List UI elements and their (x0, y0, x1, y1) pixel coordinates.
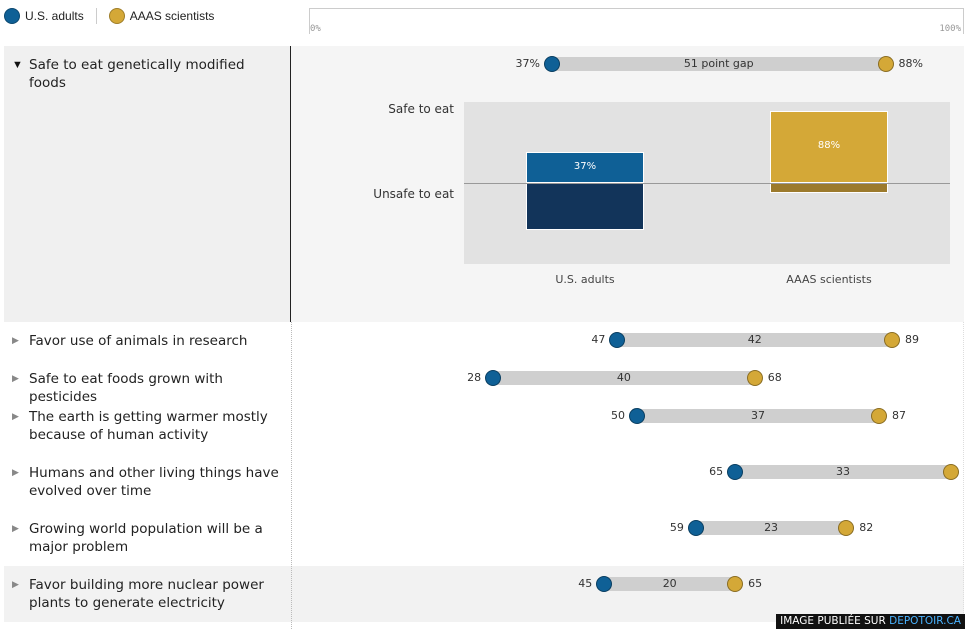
scale-min-label: 0% (310, 24, 321, 34)
percent-scale: 0% 100% (309, 8, 964, 34)
value-scientists: 68 (767, 371, 782, 384)
dot-scientists[interactable] (838, 520, 855, 536)
dot-us-adults[interactable] (485, 370, 502, 386)
value-scientists: 65 (748, 577, 763, 590)
gap-bar (637, 409, 879, 423)
row-toggle-icon[interactable]: ▶ (12, 373, 19, 383)
gap-bar (604, 577, 736, 591)
legend-item-scientists[interactable]: AAAS scientists (108, 8, 215, 24)
value-us-adults: 47 (591, 333, 606, 346)
legend-label-scientists: AAAS scientists (129, 9, 215, 23)
scale-max-label: 100% (939, 24, 961, 34)
row-toggle-icon[interactable]: ▶ (12, 523, 19, 533)
value-us-adults: 28 (467, 371, 482, 384)
dot-scientists[interactable] (746, 370, 763, 386)
watermark-prefix: IMAGE PUBLIÉE SUR (780, 615, 890, 627)
gap-label: 51 point gap (683, 57, 754, 70)
value-scientists: 89 (905, 333, 920, 346)
dot-scientists[interactable] (727, 576, 744, 592)
detail-bar-safe-label: 37% (573, 161, 597, 172)
gap-bar (695, 521, 847, 535)
gap-label: 40 (616, 371, 631, 384)
gap-bar (735, 465, 951, 479)
detail-bar-safe (526, 152, 644, 184)
row-label[interactable]: Growing world population will be a major… (29, 521, 263, 555)
label-divider (291, 322, 292, 629)
gap-label: 37 (750, 409, 765, 422)
dot-us-adults[interactable] (629, 408, 645, 424)
value-us-adults: 45 (578, 577, 593, 590)
legend-dot-scientists (108, 8, 125, 24)
value-scientists: 82 (859, 521, 874, 534)
legend-item-us-adults[interactable]: U.S. adults (4, 8, 84, 24)
row-label[interactable]: The earth is getting warmer mostly becau… (29, 409, 268, 443)
dot-us-adults[interactable] (687, 520, 704, 536)
dot-us-adults[interactable] (727, 464, 744, 480)
detail-category-label: U.S. adults (555, 273, 615, 286)
value-us-adults: 65 (709, 465, 724, 478)
row-label[interactable]: Favor building more nuclear power plants… (29, 577, 264, 611)
row-toggle-icon[interactable]: ▶ (12, 467, 19, 477)
gap-label: 33 (836, 465, 850, 478)
dot-scientists[interactable] (877, 56, 894, 72)
value-us-adults: 59 (669, 521, 684, 534)
row-toggle-icon[interactable]: ▼ (12, 59, 23, 71)
value-scientists: 87 (891, 409, 906, 422)
row-toggle-icon[interactable]: ▶ (12, 335, 19, 345)
detail-ylabel-unsafe: Unsafe to eat (373, 187, 454, 201)
detail-category-label: AAAS scientists (786, 273, 872, 286)
gap-bar (617, 333, 893, 347)
row-label[interactable]: Safe to eat genetically modified foods (29, 57, 245, 91)
value-us-adults: 50 (611, 409, 625, 422)
legend-dot-us-adults (4, 8, 20, 24)
value-scientists: 88% (898, 57, 923, 70)
detail-bar-unsafe (770, 182, 888, 193)
gap-label: 20 (662, 577, 677, 590)
detail-bar-safe-label: 88% (817, 140, 841, 152)
watermark-site: DEPOTOIR.CA (889, 615, 961, 627)
detail-bar-unsafe (526, 181, 644, 231)
legend-separator (95, 8, 97, 24)
dot-us-adults[interactable] (596, 576, 613, 592)
row-toggle-icon[interactable]: ▶ (12, 579, 19, 589)
gap-bar (493, 371, 755, 385)
row-label[interactable]: Favor use of animals in research (29, 333, 248, 349)
detail-axis-line (464, 183, 950, 184)
right-divider (963, 322, 964, 629)
gap-label: 42 (747, 333, 762, 346)
dot-us-adults[interactable] (543, 56, 560, 72)
dot-scientists[interactable] (942, 464, 959, 480)
detail-ylabel-safe: Safe to eat (388, 102, 454, 116)
gap-bar (551, 57, 886, 71)
gap-label: 23 (764, 521, 779, 534)
dot-scientists[interactable] (884, 332, 901, 348)
dot-us-adults[interactable] (609, 332, 626, 348)
legend-label-us-adults: U.S. adults (25, 9, 84, 23)
watermark: IMAGE PUBLIÉE SUR DEPOTOIR.CA (776, 614, 965, 629)
row-toggle-icon[interactable]: ▶ (12, 411, 19, 421)
legend: U.S. adults AAAS scientists (4, 7, 226, 25)
row-label[interactable]: Humans and other living things have evol… (29, 465, 279, 499)
row-label[interactable]: Safe to eat foods grown with pesticides (29, 371, 223, 405)
detail-bar-safe (770, 110, 888, 184)
dot-scientists[interactable] (870, 408, 887, 424)
row-highlight (4, 566, 964, 622)
value-us-adults: 37% (515, 57, 540, 70)
